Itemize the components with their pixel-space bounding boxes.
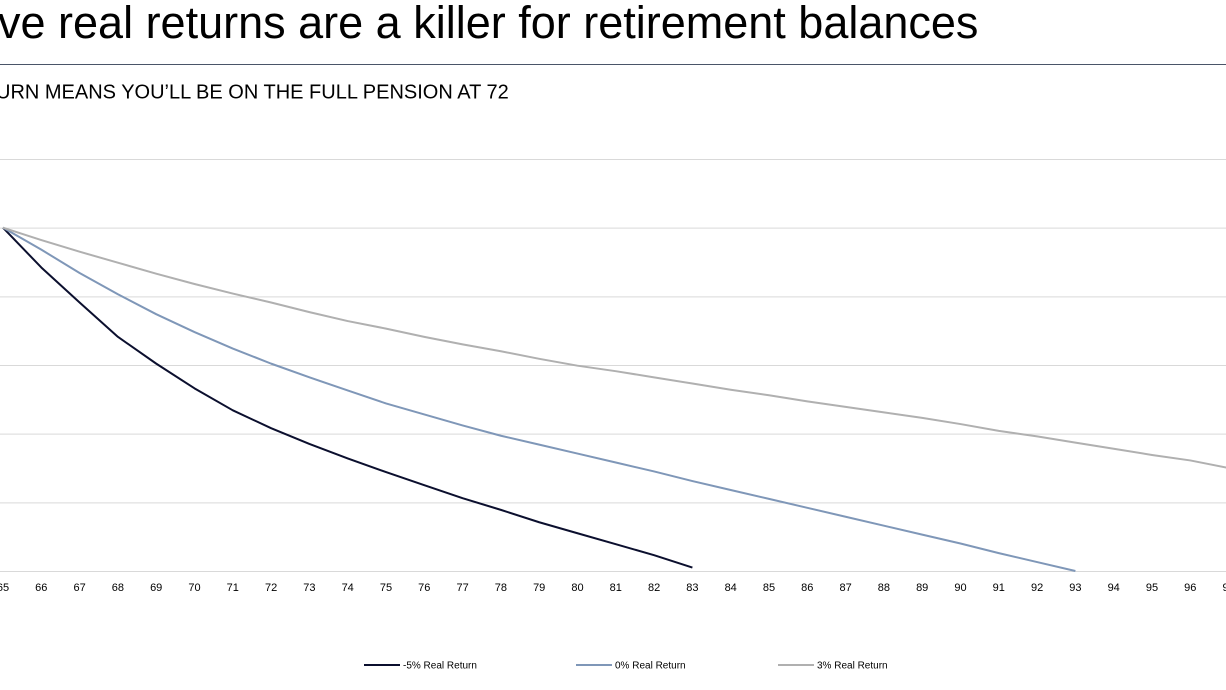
x-tick-label: 75 bbox=[380, 582, 392, 594]
x-tick-label: 85 bbox=[763, 582, 775, 594]
x-tick-label: 69 bbox=[150, 582, 162, 594]
series-line bbox=[2, 226, 1076, 572]
x-tick-label: 91 bbox=[993, 582, 1005, 594]
x-tick-label: 82 bbox=[648, 582, 660, 594]
x-tick-label: 73 bbox=[303, 582, 315, 594]
x-tick-label: 81 bbox=[610, 582, 622, 594]
x-tick-label: 83 bbox=[686, 582, 698, 594]
legend-label: -5% Real Return bbox=[403, 661, 477, 672]
chart-subtitle: URN MEANS YOU’LL BE ON THE FULL PENSION … bbox=[0, 81, 509, 103]
slide-title: ve real returns are a killer for retirem… bbox=[0, 0, 978, 48]
x-tick-label: 68 bbox=[112, 582, 124, 594]
legend-label: 0% Real Return bbox=[615, 661, 686, 672]
x-tick-label: 97 bbox=[1222, 582, 1226, 594]
x-tick-label: 71 bbox=[227, 582, 239, 594]
x-tick-label: 89 bbox=[916, 582, 928, 594]
x-tick-label: 80 bbox=[571, 582, 583, 594]
x-tick-label: 84 bbox=[725, 582, 737, 594]
series-line bbox=[2, 226, 693, 569]
x-tick-label: 72 bbox=[265, 582, 277, 594]
x-tick-label: 86 bbox=[801, 582, 813, 594]
x-tick-label: 70 bbox=[188, 582, 200, 594]
x-tick-label: 90 bbox=[954, 582, 966, 594]
x-tick-label: 78 bbox=[495, 582, 507, 594]
legend-label: 3% Real Return bbox=[817, 661, 888, 672]
series-line bbox=[2, 226, 1226, 469]
x-tick-label: 96 bbox=[1184, 582, 1196, 594]
x-tick-label: 92 bbox=[1031, 582, 1043, 594]
x-tick-label: 65 bbox=[0, 582, 9, 594]
x-tick-label: 95 bbox=[1146, 582, 1158, 594]
x-tick-label: 66 bbox=[35, 582, 47, 594]
x-tick-label: 94 bbox=[1108, 582, 1120, 594]
x-tick-label: 77 bbox=[456, 582, 468, 594]
x-tick-label: 79 bbox=[533, 582, 545, 594]
x-tick-label: 88 bbox=[878, 582, 890, 594]
x-tick-label: 93 bbox=[1069, 582, 1081, 594]
x-tick-label: 87 bbox=[839, 582, 851, 594]
x-tick-label: 76 bbox=[418, 582, 430, 594]
x-tick-label: 67 bbox=[73, 582, 85, 594]
x-tick-label: 74 bbox=[342, 582, 354, 594]
